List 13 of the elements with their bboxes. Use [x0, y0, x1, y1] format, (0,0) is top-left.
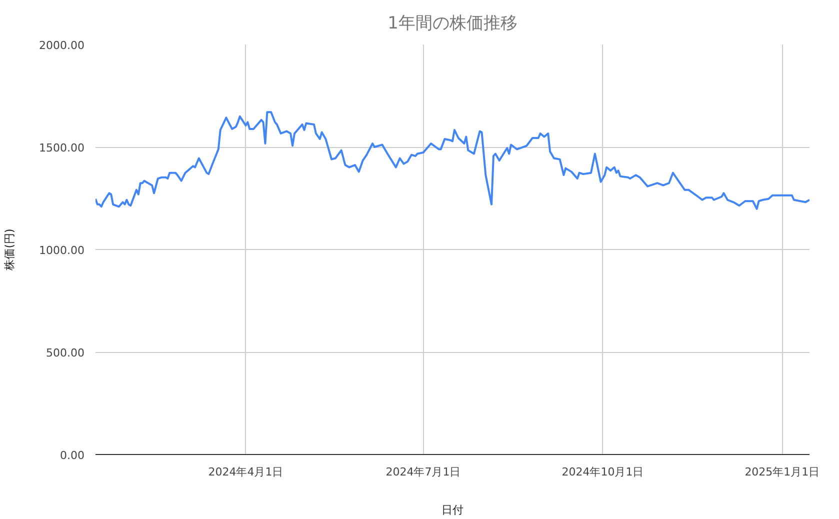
- y-tick-label: 0.00: [60, 449, 85, 462]
- x-tick-label: 2025年1月1日: [744, 466, 820, 478]
- y-tick-label: 1000.00: [39, 244, 85, 257]
- y-tick-label: 500.00: [46, 346, 85, 360]
- x-tick-label: 2024年10月1日: [562, 466, 644, 478]
- y-tick-label: 2000.00: [39, 39, 85, 52]
- y-axis-title: 株価(円): [3, 228, 16, 272]
- x-tick-label: 2024年4月1日: [208, 466, 284, 478]
- x-axis-title: 日付: [442, 504, 464, 516]
- line-series: [96, 111, 810, 210]
- x-tick-label: 2024年7月1日: [386, 466, 461, 478]
- chart-title: 1年間の株価推移: [388, 14, 518, 34]
- y-tick-label: 1500.00: [39, 142, 85, 154]
